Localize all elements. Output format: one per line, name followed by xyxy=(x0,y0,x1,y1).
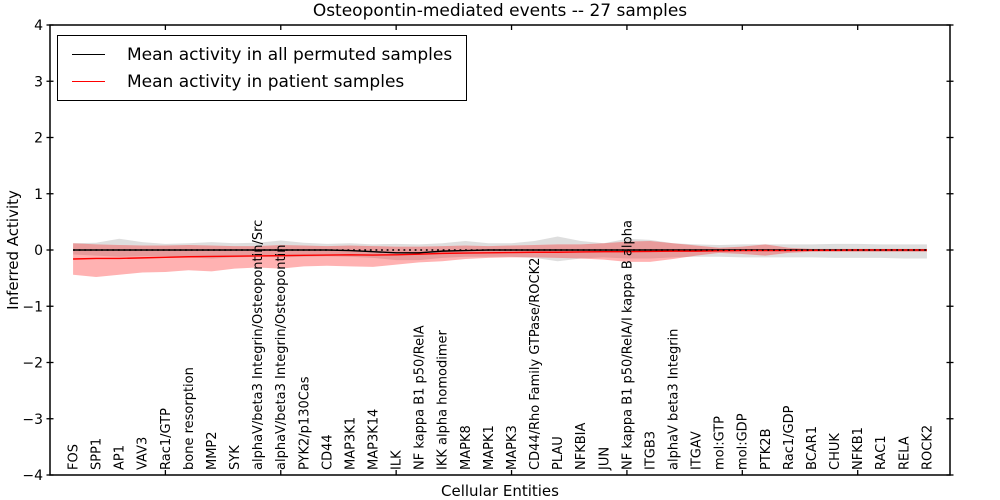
svg-text:MAPK3: MAPK3 xyxy=(505,425,520,470)
svg-text:NF kappa B1 p50/RelA: NF kappa B1 p50/RelA xyxy=(413,325,428,470)
svg-text:IKK alpha homodimer: IKK alpha homodimer xyxy=(436,329,451,470)
svg-text:AP1: AP1 xyxy=(113,445,128,470)
svg-text:−2: −2 xyxy=(22,356,43,372)
svg-text:Rac1/GDP: Rac1/GDP xyxy=(782,405,797,470)
svg-text:JUN: JUN xyxy=(597,447,612,471)
svg-text:alphaV/beta3 Integrin/Osteopon: alphaV/beta3 Integrin/Osteopontin/Src xyxy=(251,220,266,470)
svg-text:2: 2 xyxy=(34,131,43,147)
svg-text:4: 4 xyxy=(34,18,43,34)
svg-text:alphaV/beta3 Integrin/Osteopon: alphaV/beta3 Integrin/Osteopontin xyxy=(274,245,289,470)
svg-text:−1: −1 xyxy=(22,299,43,315)
svg-text:ILK: ILK xyxy=(390,450,405,470)
permuted-line-sample-icon xyxy=(72,54,105,55)
svg-text:PTK2B: PTK2B xyxy=(759,429,774,471)
legend-item-patient: Mean activity in patient samples xyxy=(72,68,452,95)
svg-text:NFKBIA: NFKBIA xyxy=(574,423,589,470)
svg-text:MAP3K1: MAP3K1 xyxy=(343,417,358,470)
svg-text:CD44/Rho Family GTPase/ROCK2: CD44/Rho Family GTPase/ROCK2 xyxy=(528,258,543,470)
chart-title: Osteopontin-mediated events -- 27 sample… xyxy=(312,1,688,21)
svg-text:CHUK: CHUK xyxy=(828,433,843,470)
svg-text:CD44: CD44 xyxy=(320,434,335,470)
svg-text:BCAR1: BCAR1 xyxy=(805,426,820,470)
svg-text:RAC1: RAC1 xyxy=(874,435,889,470)
svg-text:SYK: SYK xyxy=(228,445,243,470)
svg-text:bone resorption: bone resorption xyxy=(182,367,197,470)
svg-text:mol:GTP: mol:GTP xyxy=(713,416,728,470)
svg-text:NFKB1: NFKB1 xyxy=(851,427,866,470)
svg-text:NF kappa B1 p50/RelA/I kappa B: NF kappa B1 p50/RelA/I kappa B alpha xyxy=(620,220,635,470)
y-axis-label: Inferred Activity xyxy=(4,190,22,310)
svg-text:MAPK1: MAPK1 xyxy=(482,425,497,470)
svg-text:3: 3 xyxy=(34,74,43,90)
svg-text:FOS: FOS xyxy=(66,444,81,470)
svg-text:MMP2: MMP2 xyxy=(205,431,220,470)
svg-text:−3: −3 xyxy=(22,412,43,428)
svg-text:ROCK2: ROCK2 xyxy=(920,425,935,470)
svg-text:1: 1 xyxy=(34,187,43,203)
svg-text:MAP3K14: MAP3K14 xyxy=(366,409,381,470)
legend: Mean activity in all permuted samples Me… xyxy=(57,35,468,101)
legend-label-permuted: Mean activity in all permuted samples xyxy=(127,44,453,65)
svg-text:alphaV beta3 Integrin: alphaV beta3 Integrin xyxy=(666,329,681,470)
svg-text:VAV3: VAV3 xyxy=(136,437,151,470)
legend-label-patient: Mean activity in patient samples xyxy=(127,71,405,92)
patient-line-sample-icon xyxy=(72,81,105,82)
svg-text:−4: −4 xyxy=(22,468,43,484)
svg-text:RELA: RELA xyxy=(897,436,912,470)
svg-text:mol:GDP: mol:GDP xyxy=(736,413,751,470)
svg-text:Rac1/GTP: Rac1/GTP xyxy=(159,408,174,470)
svg-text:MAPK8: MAPK8 xyxy=(459,425,474,470)
svg-text:SPP1: SPP1 xyxy=(90,438,105,470)
svg-text:PYK2/p130Cas: PYK2/p130Cas xyxy=(297,376,312,470)
svg-text:ITGB3: ITGB3 xyxy=(643,431,658,470)
legend-item-permuted: Mean activity in all permuted samples xyxy=(72,41,452,68)
svg-text:PLAU: PLAU xyxy=(551,436,566,470)
svg-text:ITGAV: ITGAV xyxy=(690,431,705,470)
svg-text:0: 0 xyxy=(34,243,43,259)
x-axis-label: Cellular Entities xyxy=(441,482,559,500)
